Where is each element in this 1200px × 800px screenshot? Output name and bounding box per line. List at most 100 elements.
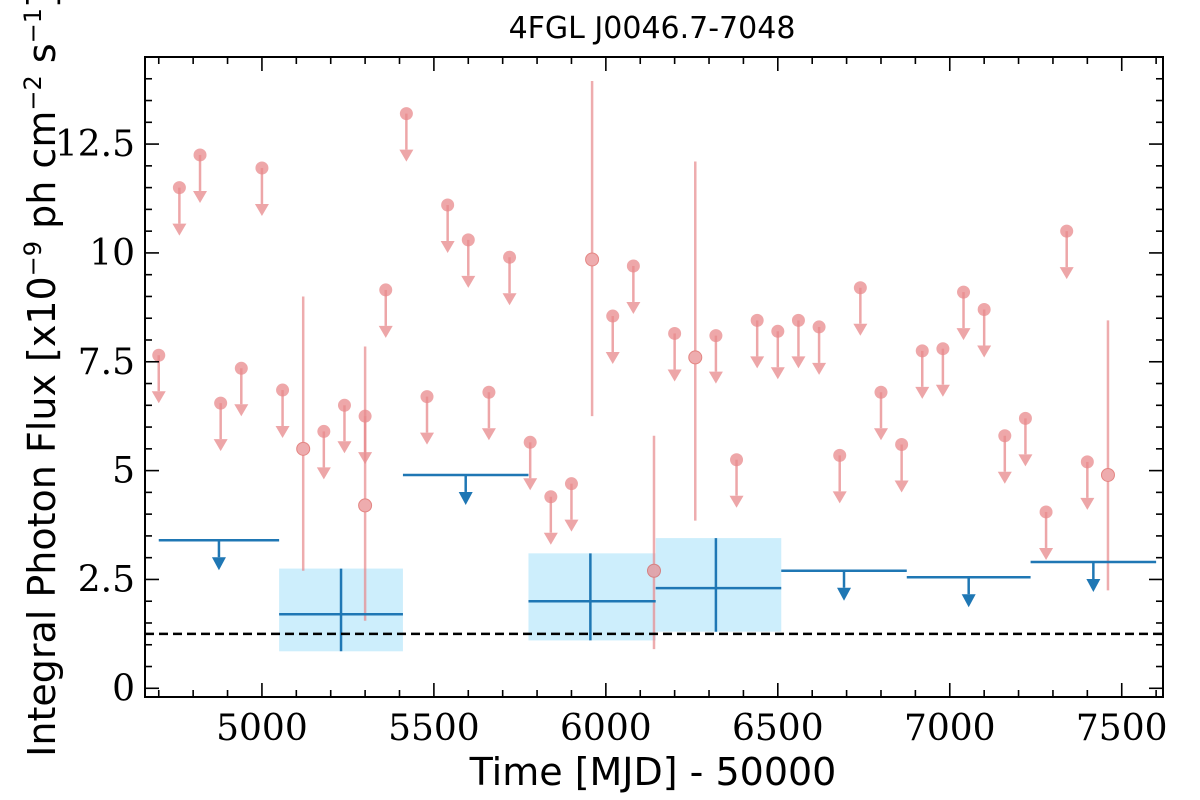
short-bin-upper-limit-arrow bbox=[977, 309, 992, 358]
short-bin-upper-limit-arrow-head bbox=[853, 323, 868, 336]
short-bin-upper-limit-3 bbox=[193, 148, 208, 203]
short-bin-upper-limit-arrow bbox=[440, 205, 455, 254]
short-bin-upper-limit-marker bbox=[420, 390, 434, 404]
short-bin-upper-limit-36 bbox=[956, 285, 971, 341]
short-bin-detection-point bbox=[358, 498, 373, 513]
short-bin-detection-5 bbox=[688, 161, 703, 521]
short-bin-upper-limit-arrow bbox=[523, 442, 538, 491]
short-bin-upper-limit-marker bbox=[503, 250, 517, 264]
short-bin-upper-limit-marker bbox=[1018, 411, 1032, 425]
short-bin-upper-limit-arrow bbox=[915, 350, 930, 399]
short-bin-upper-limit-arrow bbox=[399, 113, 414, 162]
short-bin-upper-limit-35 bbox=[935, 342, 950, 397]
short-bin-upper-limit-marker bbox=[606, 309, 620, 323]
short-bin-upper-limit-13 bbox=[420, 390, 435, 445]
short-bin-upper-limit-arrow-head bbox=[915, 386, 930, 399]
short-bin-upper-limit-arrow-head bbox=[997, 471, 1012, 484]
short-bin-upper-limit-arrow-head bbox=[935, 384, 950, 397]
short-bin-upper-limit-arrow-head bbox=[337, 441, 352, 454]
y-tick-label: 0 bbox=[112, 668, 135, 709]
short-bin-upper-limit-marker bbox=[255, 161, 269, 175]
short-bin-detection-point bbox=[585, 252, 600, 267]
short-bin-upper-limit-arrow-head bbox=[956, 328, 971, 341]
short-bin-upper-limit-12 bbox=[399, 107, 414, 162]
short-bin-upper-limit-marker bbox=[626, 259, 640, 273]
short-bin-upper-limit-42 bbox=[1080, 455, 1095, 510]
short-bin-upper-limit-marker bbox=[358, 409, 372, 423]
short-bin-upper-limit-marker bbox=[441, 198, 455, 212]
short-bin-upper-limit-arrow-head bbox=[605, 352, 620, 365]
long-bin-upper-limit-arrow-head bbox=[837, 587, 852, 601]
long-bin-upper-limit-arrow bbox=[1086, 562, 1101, 593]
short-bin-upper-limit-arrow-head bbox=[832, 491, 847, 504]
short-bin-upper-limit-15 bbox=[461, 233, 476, 288]
short-bin-upper-limit-arrow bbox=[564, 483, 579, 532]
short-bin-upper-limit-arrow bbox=[234, 368, 249, 417]
long-bin-upper-limit-arrow bbox=[961, 577, 976, 608]
short-bin-upper-limit-arrow bbox=[626, 265, 641, 314]
short-bin-upper-limit-arrow-head bbox=[812, 362, 827, 375]
short-bin-upper-limit-marker bbox=[172, 181, 186, 195]
short-bin-upper-limit-arrow bbox=[750, 320, 765, 369]
short-bin-upper-limit-arrow bbox=[605, 316, 620, 365]
short-bin-upper-limit-arrow-head bbox=[543, 532, 558, 545]
short-bin-upper-limit-arrow bbox=[481, 392, 496, 441]
short-bin-upper-limit-4 bbox=[213, 396, 228, 452]
short-bin-upper-limit-arrow-head bbox=[234, 404, 249, 417]
short-bin-upper-limit-marker bbox=[750, 313, 764, 327]
short-bin-upper-limit-arrow-head bbox=[977, 345, 992, 358]
short-bin-upper-limit-arrow bbox=[502, 257, 517, 306]
short-bin-upper-limit-arrow bbox=[1018, 418, 1033, 467]
short-bin-upper-limit-arrow bbox=[254, 168, 269, 217]
plot-area bbox=[145, 80, 1163, 652]
short-bin-upper-limit-arrow-head bbox=[461, 275, 476, 288]
short-bin-upper-limit-32 bbox=[873, 385, 888, 441]
short-bin-upper-limit-marker bbox=[193, 148, 207, 162]
short-bin-upper-limit-arrow bbox=[275, 390, 290, 439]
short-bin-upper-limit-marker bbox=[812, 320, 826, 334]
short-bin-detection-3 bbox=[585, 80, 600, 417]
short-bin-upper-limit-arrow bbox=[420, 396, 435, 445]
short-bin-upper-limit-5 bbox=[234, 361, 249, 417]
short-bin-upper-limit-marker bbox=[791, 313, 805, 327]
short-bin-upper-limit-1 bbox=[151, 348, 166, 404]
short-bin-upper-limit-marker bbox=[399, 107, 413, 121]
short-bin-upper-limit-arrow-head bbox=[1039, 547, 1054, 560]
short-bin-upper-limit-33 bbox=[894, 437, 909, 493]
short-bin-upper-limit-marker bbox=[379, 283, 393, 297]
y-tick-label: 7.5 bbox=[78, 342, 135, 383]
short-bin-upper-limit-arrow bbox=[1080, 461, 1095, 510]
x-tick-label: 7000 bbox=[904, 708, 996, 749]
y-tick-label: 12.5 bbox=[55, 124, 135, 165]
short-bin-upper-limit-arrow-head bbox=[275, 426, 290, 439]
long-bin-upper-limit-arrow-head bbox=[458, 491, 473, 505]
long-bin-upper-limit-4 bbox=[906, 576, 1031, 608]
short-bin-upper-limit-arrow-head bbox=[873, 428, 888, 441]
short-bin-upper-limit-marker bbox=[709, 329, 723, 343]
short-bin-upper-limit-marker bbox=[957, 285, 971, 299]
short-bin-upper-limit-10 bbox=[358, 409, 373, 465]
short-bin-detection-point bbox=[647, 563, 661, 578]
short-bin-upper-limit-marker bbox=[668, 326, 682, 340]
short-bin-detection-point bbox=[688, 350, 703, 365]
short-bin-upper-limit-marker bbox=[833, 448, 847, 462]
short-bin-upper-limit-arrow bbox=[337, 405, 352, 454]
short-bin-upper-limit-marker bbox=[214, 396, 228, 410]
short-bin-upper-limit-marker bbox=[482, 385, 496, 399]
short-bin-upper-limit-11 bbox=[378, 283, 393, 338]
short-bin-upper-limit-arrow-head bbox=[1059, 267, 1074, 280]
y-axis-label-exp2: −2 bbox=[19, 75, 47, 110]
short-bin-upper-limit-16 bbox=[481, 385, 496, 441]
short-bin-upper-limit-marker bbox=[523, 435, 537, 449]
short-bin-upper-limit-arrow-head bbox=[399, 149, 414, 162]
short-bin-upper-limit-27 bbox=[770, 324, 785, 380]
long-bin-upper-limit-arrow bbox=[458, 474, 473, 505]
y-tick-label: 10 bbox=[89, 233, 135, 274]
short-bin-upper-limit-marker bbox=[936, 342, 950, 356]
long-bin-upper-limit-arrow-head bbox=[1086, 579, 1101, 593]
short-bin-upper-limit-34 bbox=[915, 344, 930, 399]
short-bin-upper-limit-arrow bbox=[812, 326, 827, 375]
short-bin-upper-limit-arrow bbox=[213, 403, 228, 452]
short-bin-upper-limit-25 bbox=[729, 453, 744, 508]
x-tick-label: 6500 bbox=[732, 708, 824, 749]
